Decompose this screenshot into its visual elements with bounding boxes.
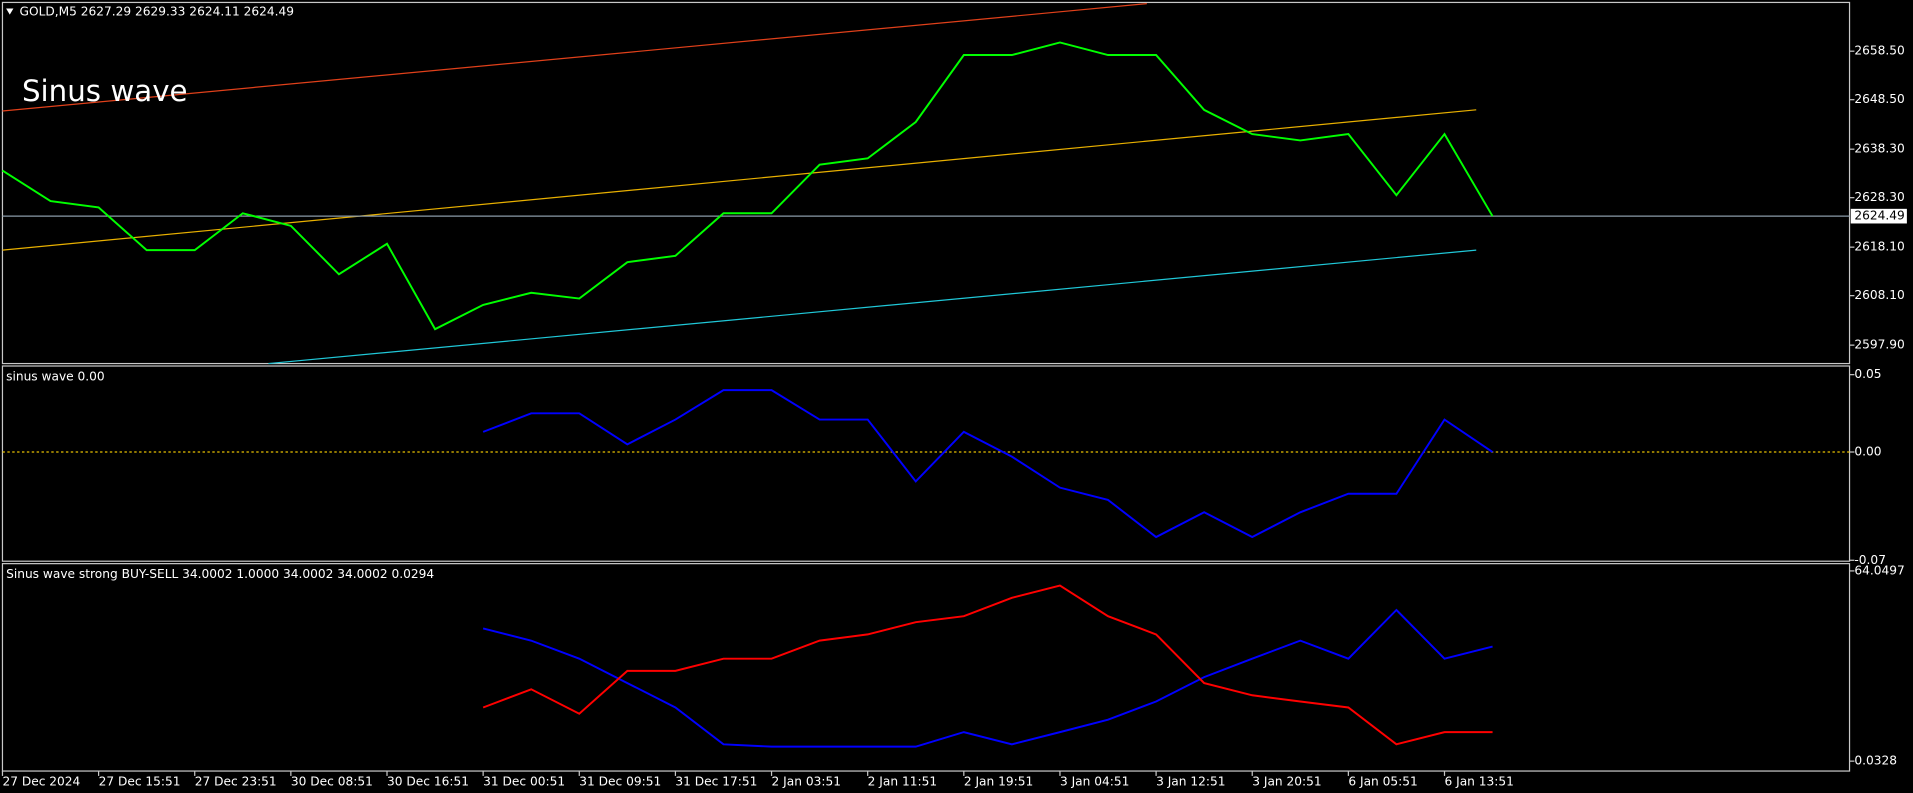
series-line: [1, 41, 1494, 331]
y-tick-label: 0.00: [1854, 444, 1881, 458]
x-tick-label: 2 Jan 19:51: [964, 775, 1033, 789]
x-tick-label: 3 Jan 12:51: [1156, 775, 1225, 789]
x-tick-label: 31 Dec 09:51: [579, 775, 661, 789]
sinus-pane: [1, 365, 1851, 562]
x-tick-label: 27 Dec 15:51: [99, 775, 181, 789]
y-tick-label: 2618.10: [1854, 240, 1904, 254]
x-tick-label: 27 Dec 2024: [2, 775, 80, 789]
price-pane: [1, 1, 1851, 365]
x-tick-label: 30 Dec 08:51: [291, 775, 373, 789]
y-tick-label: 2628.30: [1854, 190, 1904, 204]
channel-line: [2, 109, 1477, 251]
x-tick-label: 3 Jan 20:51: [1252, 775, 1321, 789]
x-tick-label: 30 Dec 16:51: [387, 775, 469, 789]
x-tick-label: 2 Jan 03:51: [772, 775, 841, 789]
x-tick-label: 31 Dec 00:51: [483, 775, 565, 789]
y-tick-label: 2638.30: [1854, 142, 1904, 156]
pane-title: sinus wave 0.00: [6, 369, 105, 383]
channel-line: [268, 249, 1477, 365]
y-tick-label: 2597.90: [1854, 338, 1904, 352]
x-tick-label: 2 Jan 11:51: [868, 775, 937, 789]
y-tick-label: 2658.50: [1854, 44, 1904, 58]
y-tick-label: 2608.10: [1854, 288, 1904, 302]
x-tick-label: 6 Jan 05:51: [1348, 775, 1417, 789]
series-line: [482, 389, 1494, 539]
x-tick-label: 6 Jan 13:51: [1445, 775, 1514, 789]
y-tick-label: -0.07: [1854, 553, 1886, 567]
y-tick-label: 64.0497: [1854, 563, 1904, 577]
x-tick-label: 3 Jan 04:51: [1060, 775, 1129, 789]
y-tick-label: 0.05: [1854, 367, 1881, 381]
series-line: [482, 608, 1493, 748]
price-label-box: [1850, 208, 1907, 224]
y-tick-label: 2648.50: [1854, 92, 1904, 106]
series-line: [482, 584, 1493, 746]
chart-title: GOLD,M5 2627.29 2629.33 2624.11 2624.49: [20, 5, 294, 19]
pane-title: Sinus wave strong BUY-SELL 34.0002 1.000…: [6, 567, 434, 581]
y-tick-label: 0.0328: [1854, 754, 1897, 768]
channel-line: [2, 3, 1147, 112]
x-tick-label: 27 Dec 23:51: [195, 775, 277, 789]
annotation: Sinus wave: [22, 74, 188, 108]
price-label: 2624.49: [1854, 209, 1904, 223]
x-tick-label: 31 Dec 17:51: [675, 775, 757, 789]
buy-sell-pane: [1, 563, 1851, 772]
dropdown-icon[interactable]: [6, 8, 14, 15]
